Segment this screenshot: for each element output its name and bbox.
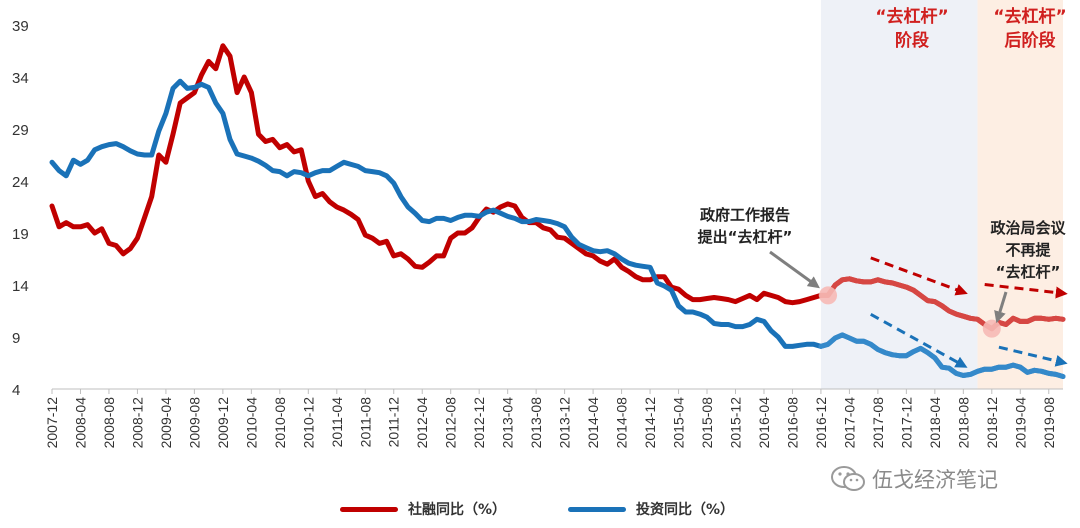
region-label-deleveraging-line1: “去杠杆” [875,7,949,27]
x-tick-label: 2010-12 [300,397,316,449]
x-tick-label: 2008-04 [72,397,88,449]
trend-arrow-1 [870,256,968,296]
annotation-politburo-line2: 不再提 [1005,241,1051,259]
event-marker-1 [819,286,838,305]
x-tick-label: 2009-12 [215,397,231,449]
x-tick-label: 2012-04 [414,397,430,449]
annotation-politburo-line1: 政治局会议 [990,219,1066,237]
x-tick-label: 2017-12 [898,397,914,449]
y-tick-label: 24 [12,174,29,191]
region-label-post-line2: 后阶段 [1004,31,1056,51]
x-tick-label: 2015-08 [699,397,715,449]
wechat-icon [831,466,865,491]
pointer-arrow-1 [769,250,820,289]
annotation-gov-report: 政府工作报告 提出“去杠杆” [683,204,807,248]
trend-arrow-2 [870,312,968,368]
x-tick-label: 2013-08 [528,397,544,449]
annotation-politburo-line3: “去杠杆” [995,263,1061,281]
y-tick-label: 19 [12,226,29,243]
annotation-politburo: 政治局会议 不再提 “去杠杆” [974,217,1080,283]
chart-annotations [769,250,1068,368]
legend-item-social-financing: 社融同比（%） [340,498,506,520]
y-tick-label: 29 [12,122,29,139]
legend-item-investment: 投资同比（%） [568,498,734,520]
legend-swatch-red [340,506,398,512]
y-tick-label: 39 [12,18,29,35]
x-tick-label: 2017-04 [841,397,857,449]
x-tick-label: 2018-12 [984,397,1000,449]
watermark: 伍戈经济笔记 [830,464,998,494]
x-tick-label: 2019-04 [1012,397,1028,449]
region-label-post-line1: “去杠杆” [993,7,1067,27]
x-tick-label: 2016-04 [756,397,772,449]
y-axis: 4 9 14 19 24 29 34 39 [12,18,29,399]
legend-swatch-blue [568,506,626,512]
series-line-1-highlight [818,276,1066,332]
x-tick-label: 2009-04 [158,397,174,449]
x-axis: 2007-12 2008-04 2008-08 2008-12 2009-04 2009-… [44,388,1063,449]
series-lines [49,43,1066,379]
legend-label-investment: 投资同比（%） [636,502,735,518]
x-tick-label: 2016-12 [813,397,829,449]
annotation-gov-report-line2: 提出“去杠杆” [697,228,793,246]
x-tick-label: 2014-04 [585,397,601,449]
x-tick-label: 2016-08 [784,397,800,449]
x-tick-label: 2008-12 [129,397,145,449]
annotation-gov-report-line1: 政府工作报告 [699,206,790,224]
x-tick-label: 2010-04 [243,397,259,449]
y-tick-label: 34 [12,70,29,87]
event-marker-2 [982,319,1001,338]
x-tick-label: 2010-08 [272,397,288,449]
x-tick-label: 2014-12 [642,397,658,449]
y-tick-label: 9 [12,330,20,347]
x-tick-label: 2012-08 [443,397,459,449]
x-tick-label: 2011-08 [357,397,373,448]
x-tick-label: 2011-12 [386,397,402,448]
watermark-text: 伍戈经济笔记 [872,468,998,492]
x-tick-label: 2013-04 [500,397,516,449]
trend-arrow-3 [984,283,1068,299]
x-tick-label: 2009-08 [186,397,202,449]
x-tick-label: 2018-04 [927,397,943,449]
shaded-region-1 [820,0,978,389]
series-line-2-highlight [818,332,1066,379]
x-tick-label: 2015-04 [671,397,687,449]
x-tick-label: 2014-08 [614,397,630,449]
region-label-post-deleveraging: “去杠杆” 后阶段 [984,5,1076,53]
pointer-arrow-2 [994,291,1008,324]
x-tick-label: 2011-04 [329,397,345,448]
region-label-deleveraging: “去杠杆” 阶段 [862,5,962,53]
region-label-deleveraging-line2: 阶段 [895,31,929,51]
trend-arrow-4 [998,345,1068,367]
x-tick-label: 2008-08 [101,397,117,449]
y-tick-label: 4 [12,382,20,399]
x-tick-label: 2017-08 [870,397,886,449]
y-tick-label: 14 [12,278,29,295]
x-tick-label: 2013-12 [557,397,573,449]
legend-label-social-financing: 社融同比（%） [408,502,507,518]
shaded-regions [820,0,1063,389]
x-tick-label: 2012-12 [471,397,487,449]
x-tick-label: 2015-12 [727,397,743,449]
x-tick-label: 2007-12 [44,397,60,449]
x-tick-label: 2018-08 [955,397,971,449]
x-tick-label: 2019-08 [1041,397,1057,449]
